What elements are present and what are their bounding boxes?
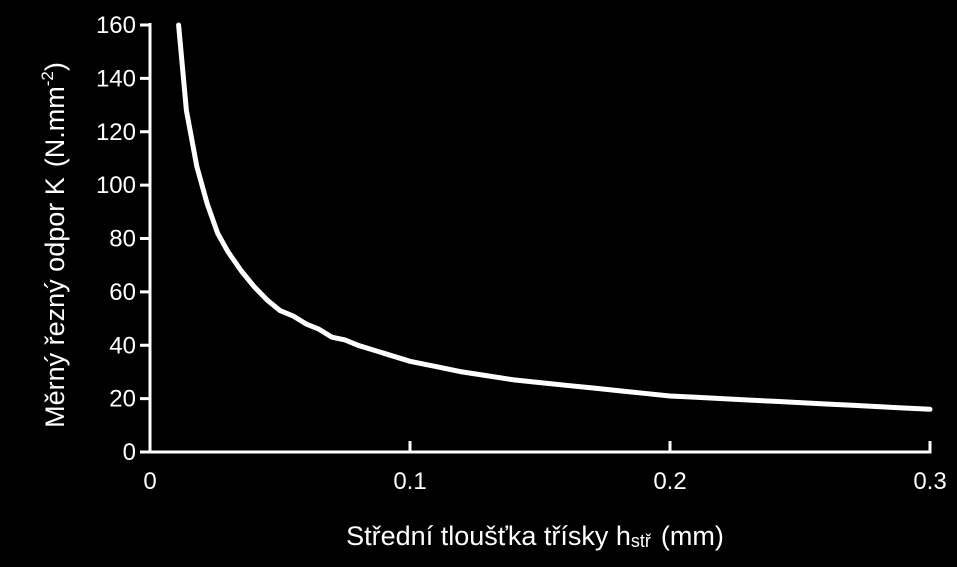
x-axis-title: Střední tloušťka třísky hstř (mm) xyxy=(346,521,724,551)
y-tick-label: 0 xyxy=(123,439,136,466)
x-tick-label: 0 xyxy=(143,468,156,495)
y-tick-label: 20 xyxy=(109,386,136,413)
y-tick-label: 160 xyxy=(96,12,136,39)
y-tick-label: 140 xyxy=(96,65,136,92)
y-axis-ticks: 0 20 40 60 80 100 120 140 160 xyxy=(96,12,150,466)
x-tick-label: 0.2 xyxy=(653,468,686,495)
x-axis-title-subscript: stř xyxy=(631,531,652,551)
y-axis-title-unit: (N.mm xyxy=(40,86,70,167)
y-tick-label: 40 xyxy=(109,332,136,359)
x-axis-ticks: 0 0.1 0.2 0.3 xyxy=(143,441,947,495)
x-axis-title-unit: (mm) xyxy=(661,521,724,551)
y-axis-title-unit-exponent: -2 xyxy=(38,71,57,86)
y-tick-label: 120 xyxy=(96,119,136,146)
y-axis-title-unit-close: ) xyxy=(40,62,70,71)
y-axis-title: Měrný řezný odpor K (N.mm-2) xyxy=(38,62,70,428)
x-axis-title-main: Střední tloušťka třísky h xyxy=(346,521,631,551)
x-tick-label: 0.3 xyxy=(913,468,946,495)
series-line xyxy=(176,22,933,412)
x-tick-label: 0.1 xyxy=(393,468,426,495)
y-tick-label: 80 xyxy=(109,226,136,253)
y-tick-label: 60 xyxy=(109,279,136,306)
y-tick-label: 100 xyxy=(96,172,136,199)
y-axis-title-main: Měrný řezný odpor K xyxy=(40,177,70,428)
